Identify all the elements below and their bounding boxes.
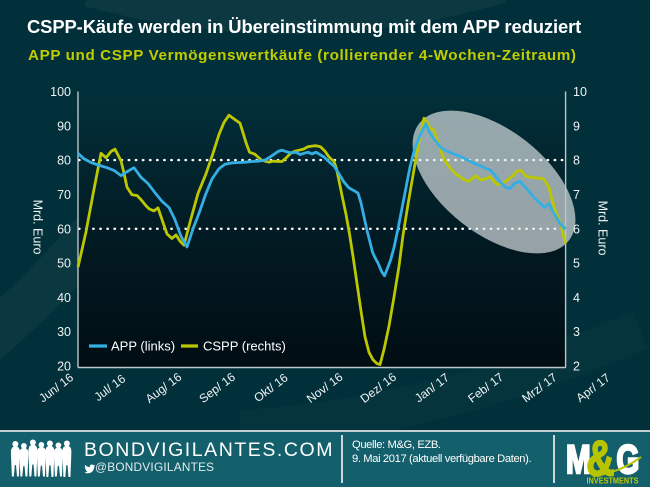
svg-text:70: 70 [57, 188, 71, 202]
svg-text:3: 3 [573, 325, 580, 339]
svg-text:5: 5 [573, 257, 580, 271]
svg-text:Mrd. Euro: Mrd. Euro [31, 200, 45, 255]
svg-text:8: 8 [573, 154, 580, 168]
svg-text:2: 2 [573, 360, 580, 374]
svg-text:APP (links): APP (links) [111, 339, 175, 354]
svg-text:Sep/ 16: Sep/ 16 [196, 370, 238, 406]
svg-text:Mrz/ 17: Mrz/ 17 [519, 370, 560, 405]
svg-text:20: 20 [57, 360, 71, 374]
svg-text:50: 50 [57, 257, 71, 271]
svg-text:Jul/ 16: Jul/ 16 [91, 371, 128, 404]
svg-text:90: 90 [57, 119, 71, 133]
svg-text:Okt/ 16: Okt/ 16 [251, 370, 291, 405]
svg-text:Nov/ 16: Nov/ 16 [304, 370, 346, 406]
svg-text:Mrd. Euro: Mrd. Euro [596, 201, 610, 256]
svg-text:G: G [616, 438, 639, 482]
svg-text:M: M [566, 438, 591, 482]
svg-text:CSPP (rechts): CSPP (rechts) [203, 339, 286, 354]
svg-text:Dez/ 16: Dez/ 16 [358, 370, 400, 406]
svg-text:10: 10 [573, 85, 587, 99]
svg-text:&: & [586, 433, 614, 487]
svg-text:100: 100 [50, 85, 71, 99]
svg-text:30: 30 [57, 325, 71, 339]
svg-text:Jan/ 17: Jan/ 17 [412, 370, 452, 405]
svg-text:4: 4 [573, 291, 580, 305]
svg-text:Jun/ 16: Jun/ 16 [36, 370, 76, 405]
svg-text:6: 6 [573, 222, 580, 236]
svg-text:Feb/ 17: Feb/ 17 [465, 370, 506, 406]
svg-text:Apr/ 17: Apr/ 17 [573, 370, 613, 405]
svg-text:Aug/ 16: Aug/ 16 [143, 370, 185, 406]
svg-text:9: 9 [573, 119, 580, 133]
svg-text:80: 80 [57, 154, 71, 168]
svg-text:40: 40 [57, 291, 71, 305]
svg-text:7: 7 [573, 188, 580, 202]
svg-text:60: 60 [57, 222, 71, 236]
svg-text:INVESTMENTS: INVESTMENTS [587, 477, 639, 486]
